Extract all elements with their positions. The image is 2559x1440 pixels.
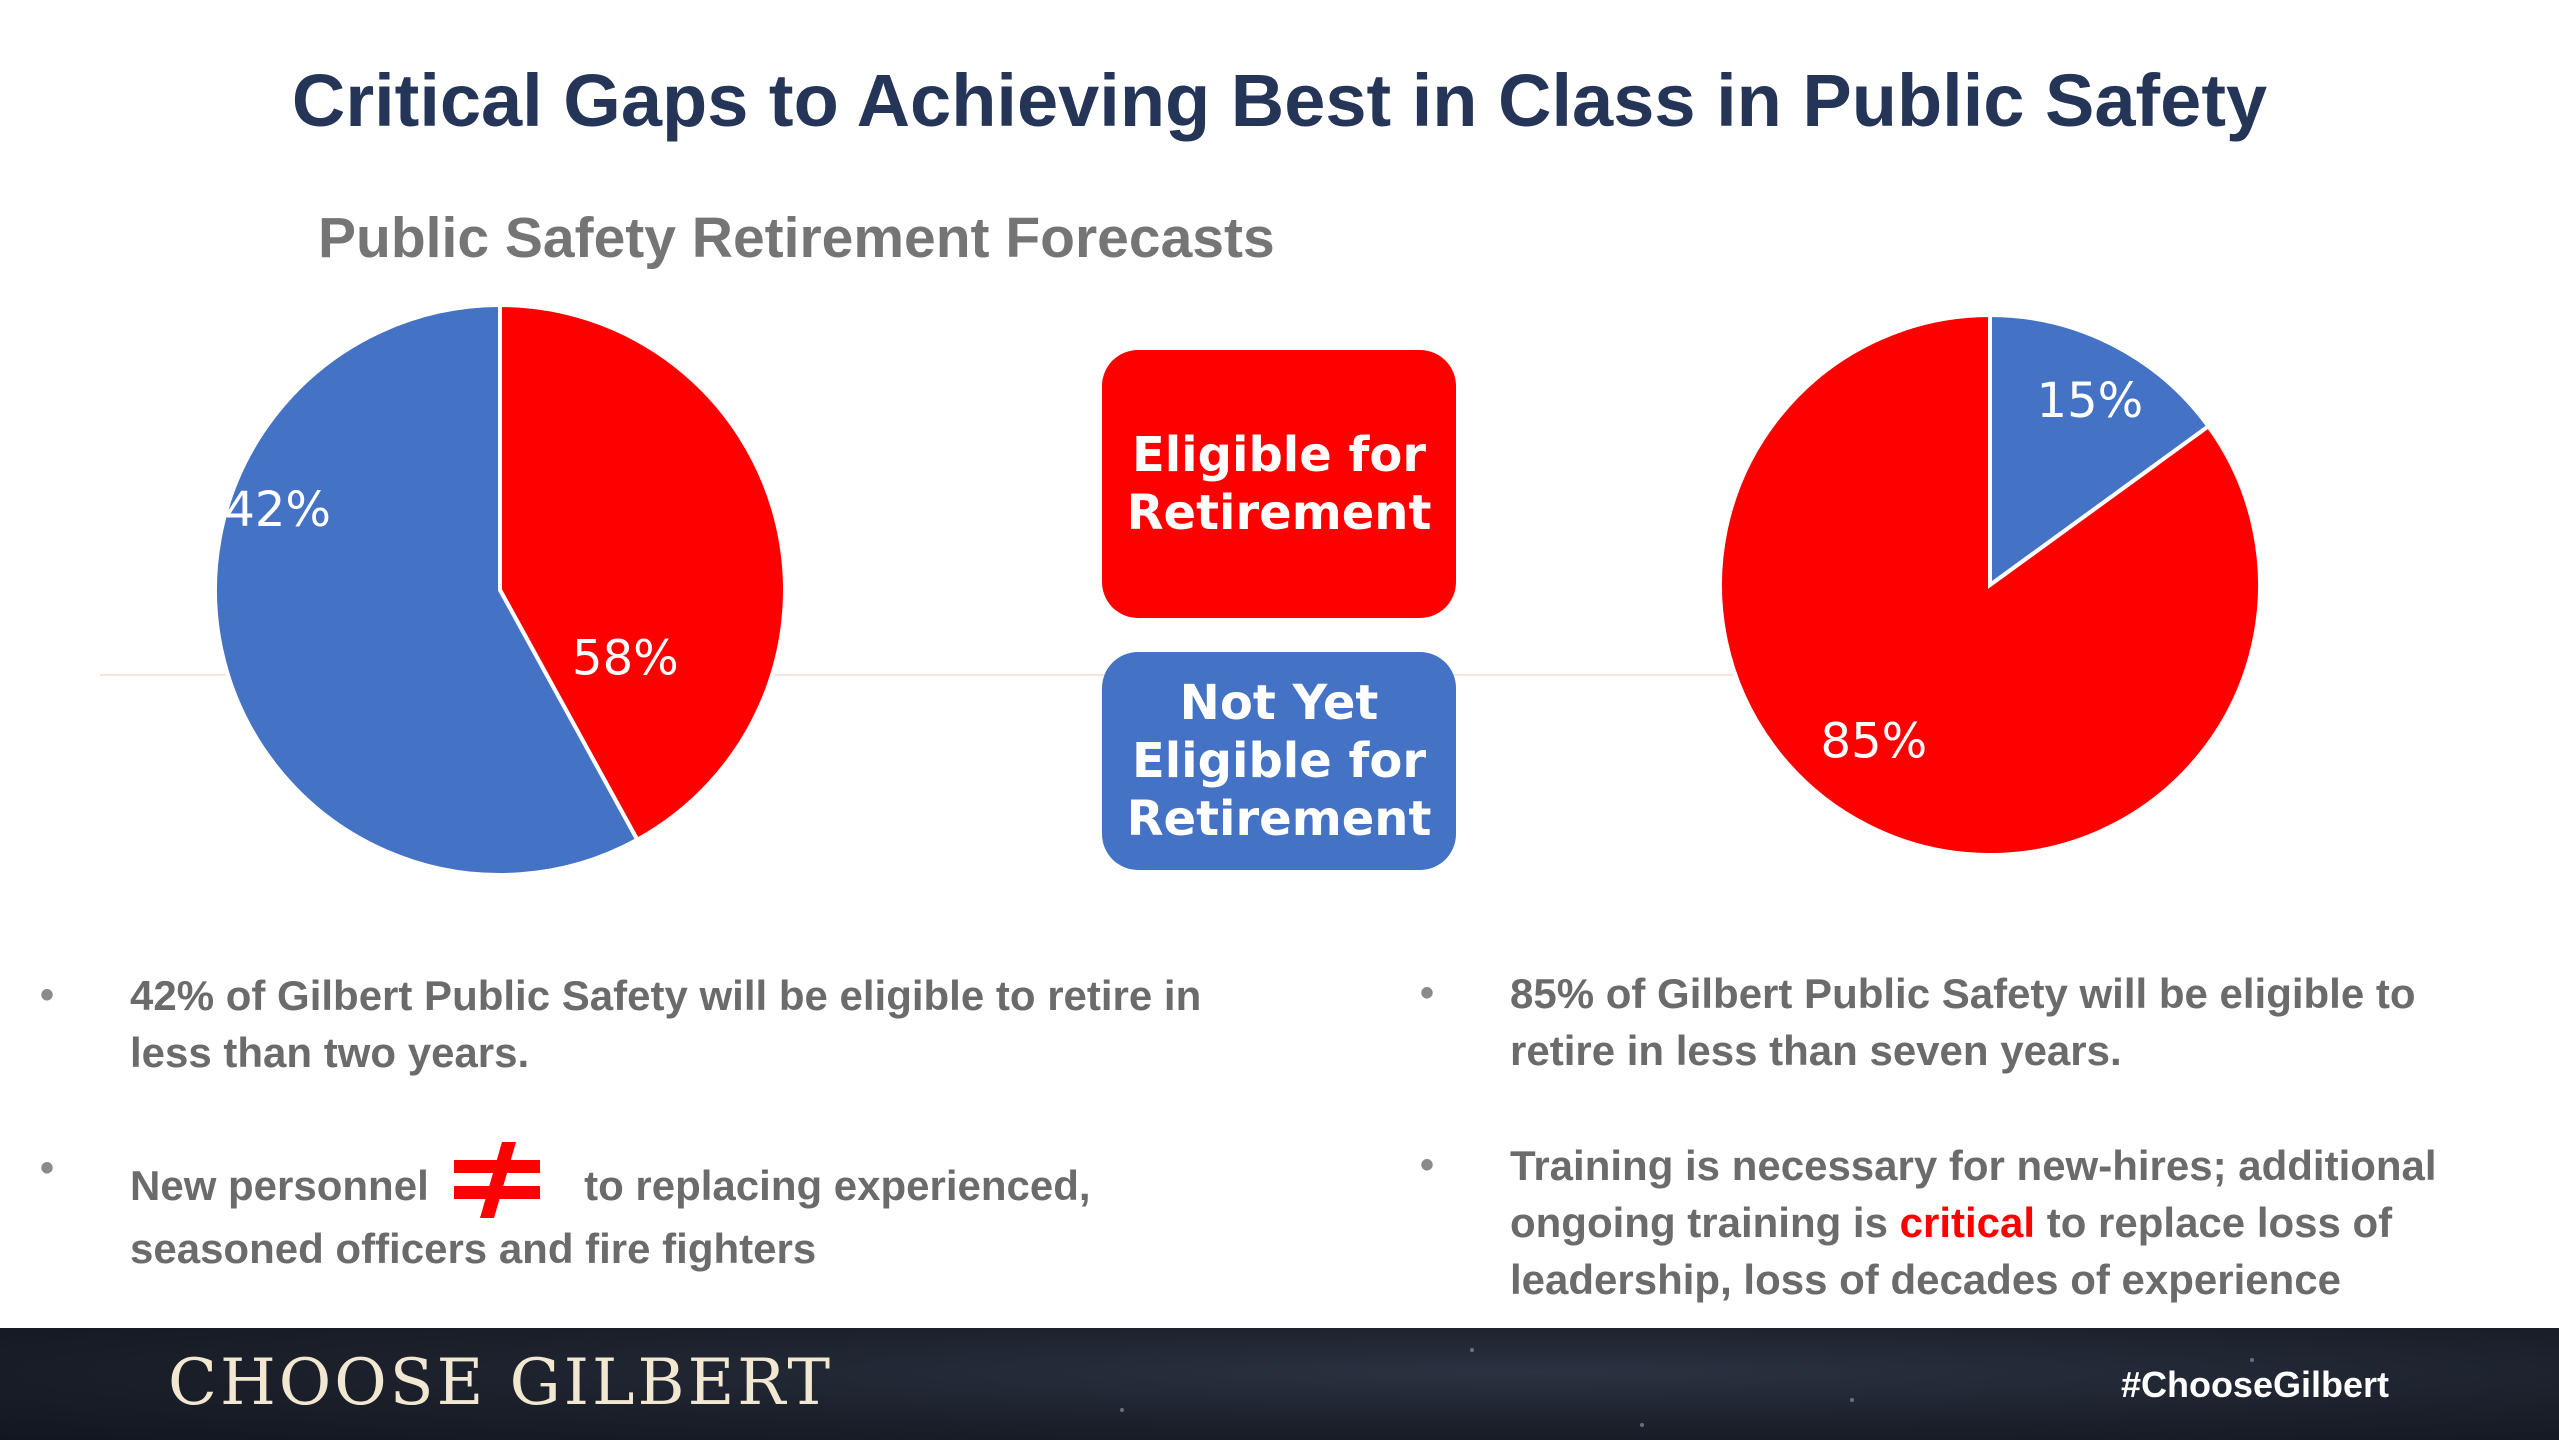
bullet-text: 42% of Gilbert Public Safety will be eli… bbox=[130, 972, 1202, 1076]
pie-slice-eligible bbox=[1718, 312, 2262, 857]
bullet-training: • Training is necessary for new-hires; a… bbox=[1420, 1137, 2520, 1308]
pie-data-label: 58% bbox=[572, 630, 679, 686]
legend-not-eligible-box: Not Yet Eligible for Retirement bbox=[1102, 652, 1456, 870]
legend-not-eligible-label: Not Yet Eligible for Retirement bbox=[1126, 675, 1432, 847]
footer-bar: CHOOSE GILBERT #ChooseGilbert bbox=[0, 1328, 2559, 1440]
chart-subtitle: Public Safety Retirement Forecasts bbox=[318, 206, 1275, 270]
bullet-dot-icon: • bbox=[1420, 1143, 1435, 1187]
pie-data-label: 85% bbox=[1821, 713, 1928, 769]
divider-line bbox=[100, 674, 1740, 676]
pie-slice-not-eligible bbox=[1988, 312, 2212, 589]
pie-chart-forecast: 15% 85% bbox=[1718, 312, 2262, 857]
bullet-text: 85% of Gilbert Public Safety will be eli… bbox=[1510, 970, 2416, 1074]
bullet-two-year-retirement: • 42% of Gilbert Public Safety will be e… bbox=[40, 967, 1260, 1081]
pie-data-label: 42% bbox=[224, 482, 331, 538]
bullet-new-personnel: • New personnel to replacing experienced… bbox=[40, 1140, 1260, 1277]
bullet-dot-icon: • bbox=[40, 1146, 55, 1190]
slide-title: Critical Gaps to Achieving Best in Class… bbox=[291, 59, 2268, 142]
choose-gilbert-logo: CHOOSE GILBERT bbox=[168, 1346, 834, 1420]
bullet-text-before: Training is necessary for new-hires; add… bbox=[1510, 1142, 2437, 1246]
bullet-dot-icon: • bbox=[1420, 971, 1435, 1015]
pie-data-label: 15% bbox=[2037, 373, 2144, 429]
hashtag: #ChooseGilbert bbox=[2120, 1364, 2389, 1405]
not-equal-icon bbox=[452, 1140, 542, 1220]
bullet-dot-icon: • bbox=[40, 973, 55, 1017]
pie-slice-eligible bbox=[498, 302, 787, 843]
legend-eligible-box: Eligible for Retirement bbox=[1102, 350, 1456, 618]
bullet-text-after: to replace loss of leadership, loss of d… bbox=[1510, 1199, 2393, 1303]
bullet-seven-year-retirement: • 85% of Gilbert Public Safety will be e… bbox=[1420, 965, 2520, 1079]
bullet-text-after: to replacing experienced, seasoned offic… bbox=[130, 1162, 1091, 1272]
bullet-text-before: New personnel bbox=[130, 1162, 429, 1209]
pie-chart-current: 42% 58% bbox=[213, 302, 787, 877]
legend-eligible-label: Eligible for Retirement bbox=[1126, 427, 1432, 541]
critical-highlight: critical bbox=[1899, 1199, 2036, 1246]
pie-slice-not-eligible bbox=[213, 302, 641, 877]
